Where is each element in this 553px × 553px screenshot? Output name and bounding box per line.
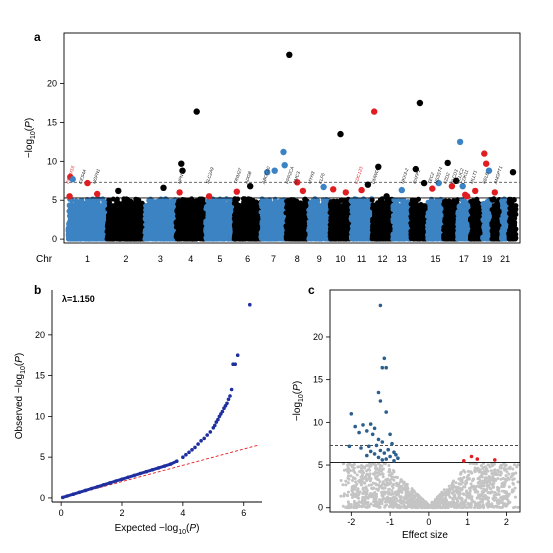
y-axis-label: −log10(P) [24,118,37,158]
panel-a-label: a [34,30,41,44]
manhattan-point-band [144,203,176,240]
manhattan-point [148,196,154,202]
manhattan-point [160,198,166,204]
manhattan-point-band [392,203,411,240]
manhattan-point [188,198,194,204]
manhattan-point-band [351,203,373,240]
manhattan-point-band [205,203,235,240]
manhattan-point [246,197,252,203]
manhattan-point-band [68,203,107,240]
manhattan-point-band [330,203,352,240]
manhattan-background-points [65,196,519,242]
manhattan-point [205,198,211,204]
y-tick-label: 0 [52,234,57,244]
y-tick-label: 20 [47,79,57,89]
manhattan-point-band [176,203,206,240]
manhattan-point [379,198,385,204]
manhattan-point [262,198,268,204]
manhattan-point [88,199,94,205]
manhattan-point-band [372,203,393,240]
y-tick-label: 15 [47,117,57,127]
manhattan-point-band [308,203,330,240]
manhattan-point [348,198,354,204]
y-tick-label: 10 [47,156,57,166]
manhattan-frame [63,32,521,244]
manhattan-point-band [234,203,261,240]
y-tick-label: 5 [52,195,57,205]
manhattan-point [78,198,84,204]
manhattan-point-band [107,203,145,240]
manhattan-point [401,198,407,204]
manhattan-point [312,196,318,202]
manhattan-point-band [286,203,309,240]
manhattan-point-band [261,203,286,240]
